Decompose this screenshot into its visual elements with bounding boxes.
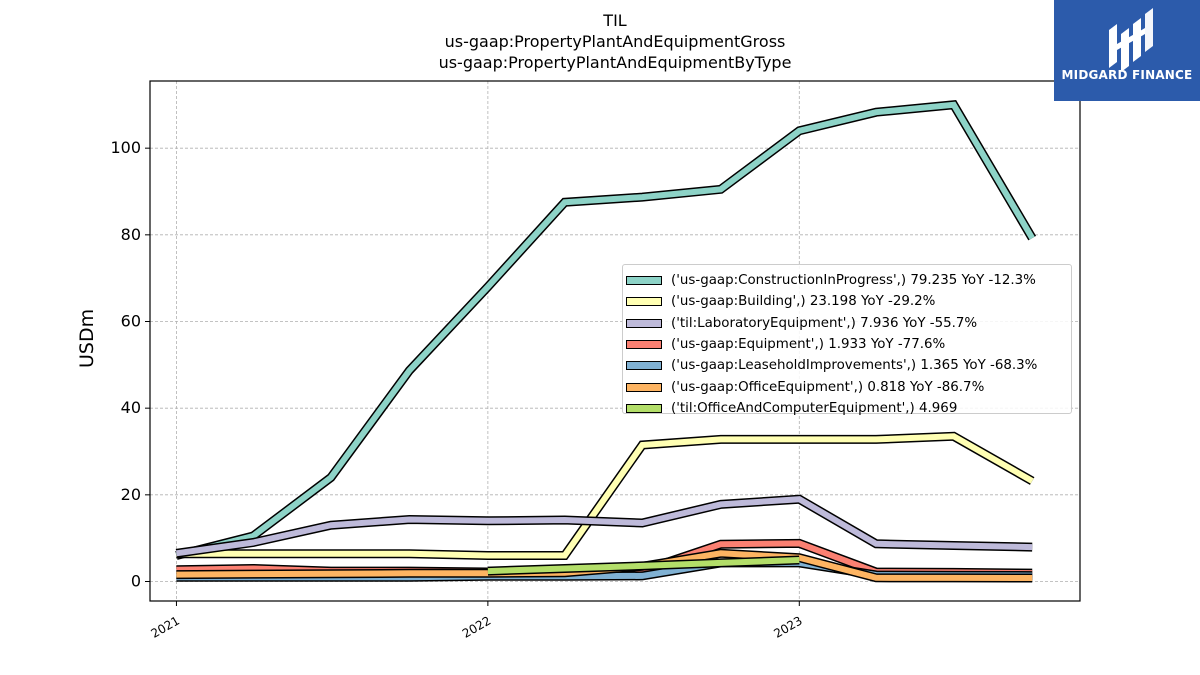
legend-label: ('us-gaap:ConstructionInProgress',) 79.2… [671,273,1036,289]
series-2 [175,494,1033,558]
series-1 [176,431,1035,560]
legend-item: ('us-gaap:LeaseholdImprovements',) 1.365… [626,355,1071,376]
legend-item: ('us-gaap:ConstructionInProgress',) 79.2… [626,270,1071,291]
x-tick-label: 2022 [460,613,493,640]
y-tick-label: 80 [121,225,141,244]
legend-item: ('us-gaap:Building',) 23.198 YoY -29.2% [626,291,1071,312]
legend-swatch [626,318,662,328]
series-line [175,496,1033,557]
midgard-finance-logo: MIDGARD FINANCE [1054,0,1200,101]
series-0 [175,100,1037,560]
logo-text: MIDGARD FINANCE [1061,68,1193,82]
legend-label: ('til:LaboratoryEquipment',) 7.936 YoY -… [671,315,978,331]
legend-swatch [626,297,662,307]
legend-swatch [626,276,662,286]
chart-title-line-2: us-gaap:PropertyPlantAndEquipmentGross [444,32,786,51]
x-tick-label: 2021 [148,613,181,640]
legend-label: ('til:OfficeAndComputerEquipment',) 4.96… [671,400,958,416]
legend-swatch [626,340,662,350]
legend-item: ('us-gaap:Equipment',) 1.933 YoY -77.6% [626,334,1071,355]
x-tick-label: 2023 [771,613,804,640]
y-tick-label: 20 [121,485,141,504]
chart-title: TIL us-gaap:PropertyPlantAndEquipmentGro… [150,10,1080,73]
legend-label: ('us-gaap:OfficeEquipment',) 0.818 YoY -… [671,379,985,395]
legend-item: ('til:LaboratoryEquipment',) 7.936 YoY -… [626,313,1071,334]
logo-mark-icon [1109,8,1153,72]
y-tick-label: 60 [121,312,141,331]
y-axis-label: USDm [76,308,98,368]
legend-item: ('us-gaap:OfficeEquipment',) 0.818 YoY -… [626,376,1071,397]
chart-title-line-3: us-gaap:PropertyPlantAndEquipmentByType [438,53,792,72]
chart-legend: ('us-gaap:ConstructionInProgress',) 79.2… [622,264,1072,416]
plot-frame [149,80,1081,602]
legend-label: ('us-gaap:LeaseholdImprovements',) 1.365… [671,358,1038,374]
series-6 [487,555,800,576]
legend-swatch [626,403,662,413]
legend-label: ('us-gaap:Equipment',) 1.933 YoY -77.6% [671,337,946,353]
legend-swatch [626,382,662,392]
y-tick-label: 100 [110,138,141,157]
legend-label: ('us-gaap:Building',) 23.198 YoY -29.2% [671,294,936,310]
series-line [487,557,800,575]
legend-swatch [626,361,662,371]
series-line [175,101,1035,559]
y-tick-label: 0 [131,572,141,591]
legend-item: ('til:OfficeAndComputerEquipment',) 4.96… [626,398,1071,419]
series-line [176,433,1034,559]
chart-title-line-1: TIL [603,11,627,30]
y-tick-label: 40 [121,398,141,417]
